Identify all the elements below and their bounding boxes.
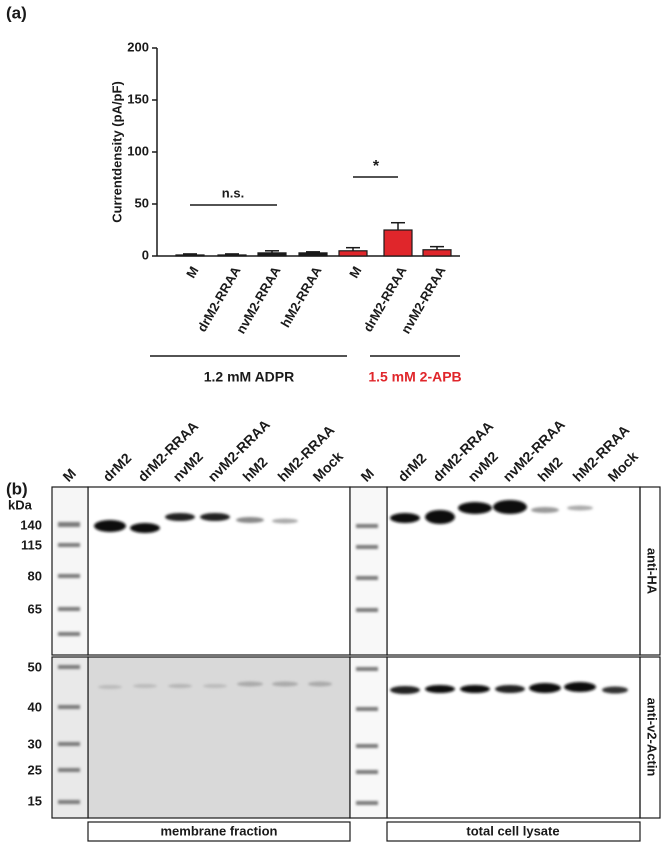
marker-label: 30	[28, 736, 42, 751]
blot-frames	[51, 486, 661, 842]
bar	[175, 254, 205, 257]
x-tick-label: hM2-RRAA	[278, 263, 325, 330]
group-label: 1.5 mM 2-APB	[368, 369, 461, 385]
marker-label: 115	[21, 537, 42, 552]
marker-label: 140	[20, 517, 42, 532]
bands	[94, 500, 628, 694]
marker-label: 65	[28, 601, 42, 616]
bar	[217, 254, 247, 257]
marker-label: 15	[28, 793, 42, 808]
y-axis-label: Currentdensity (pA/pF)	[109, 81, 124, 223]
y-tick-label: 150	[127, 91, 149, 106]
lane-label: hM2	[534, 453, 565, 484]
marker-label: 40	[28, 699, 42, 714]
group-label: 1.2 mM ADPR	[204, 369, 295, 385]
lane-label: M	[59, 465, 79, 485]
antibody-label: anti-v2-Actin	[645, 698, 660, 777]
lane-label: hM2	[239, 453, 270, 484]
fraction-label: membrane fraction	[160, 823, 277, 838]
panel-label: (b)	[6, 479, 28, 498]
bar	[257, 252, 287, 257]
marker-label: 50	[28, 659, 42, 674]
kda-label: kDa	[8, 497, 33, 512]
bar	[422, 249, 452, 257]
marker-label: 80	[28, 568, 42, 583]
lane-label: drM2	[99, 450, 134, 485]
annotation: *	[373, 158, 380, 175]
antibody-label: anti-HA	[645, 548, 660, 595]
bar	[338, 250, 368, 257]
lane-label: nvM2-RRAA	[499, 416, 568, 485]
x-tick-label: M	[183, 264, 201, 281]
x-tick-label: M	[346, 264, 364, 281]
annotation: n.s.	[222, 185, 244, 200]
y-tick-label: 50	[135, 195, 149, 210]
lane-label: nvM2-RRAA	[204, 416, 273, 485]
bar	[383, 229, 413, 257]
fraction-label: total cell lysate	[466, 823, 559, 838]
marker-label: 25	[28, 762, 42, 777]
ladders	[58, 522, 378, 805]
lane-label: drM2	[394, 450, 429, 485]
panel-label: (a)	[6, 3, 27, 22]
y-tick-label: 0	[142, 247, 149, 262]
bar	[298, 252, 328, 257]
lane-label: M	[357, 465, 377, 485]
y-tick-label: 100	[127, 143, 149, 158]
y-tick-label: 200	[127, 39, 149, 54]
